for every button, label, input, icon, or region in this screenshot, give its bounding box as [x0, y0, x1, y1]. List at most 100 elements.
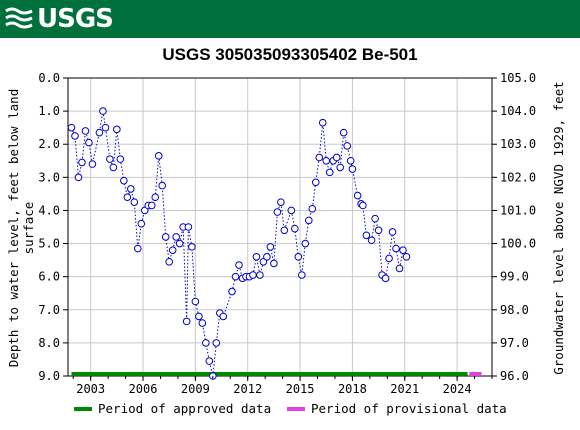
data-point — [99, 107, 107, 115]
data-point — [304, 216, 313, 225]
data-point — [95, 128, 104, 137]
left-tick-label: 1.0 — [38, 104, 60, 118]
data-point — [311, 178, 320, 187]
right-tick-label: 97.0 — [500, 336, 529, 350]
data-point — [332, 153, 341, 162]
usgs-logo[interactable]: USGS — [4, 4, 114, 34]
data-point — [133, 244, 142, 253]
x-tick-label: 2009 — [181, 382, 210, 396]
data-point — [101, 123, 110, 132]
data-point — [191, 297, 200, 306]
data-point — [88, 160, 97, 168]
data-point — [165, 257, 174, 266]
data-point — [202, 339, 210, 347]
data-point — [256, 271, 264, 279]
data-point — [298, 271, 306, 279]
x-tick-label: 2015 — [286, 382, 315, 396]
data-point — [74, 173, 83, 182]
x-axis-ticks: 2003 2006 2009 2012 2015 2018 2021 2024 — [72, 376, 493, 396]
left-tick-label: 0.0 — [38, 71, 60, 85]
left-axis-label-line2: surface — [21, 202, 36, 255]
data-point — [137, 219, 146, 228]
left-tick-label: 5.0 — [38, 237, 60, 251]
data-point — [318, 118, 327, 127]
data-point — [392, 244, 400, 253]
data-point — [359, 201, 367, 210]
data-point — [161, 233, 170, 241]
left-tick-label: 8.0 — [38, 336, 60, 350]
data-point — [339, 128, 348, 137]
series-line — [71, 111, 407, 377]
data-point — [308, 204, 317, 213]
data-point — [81, 127, 90, 135]
data-point — [402, 252, 411, 261]
x-tick-label: 2006 — [129, 382, 158, 396]
data-point — [158, 181, 167, 190]
data-point — [175, 239, 184, 248]
x-tick-label: 2012 — [233, 382, 262, 396]
data-point — [325, 168, 334, 177]
data-point — [130, 198, 139, 206]
data-point — [322, 156, 331, 165]
data-point — [395, 264, 404, 273]
legend-label-provisional: Period of provisional data — [311, 401, 507, 416]
data-point — [367, 236, 376, 245]
data-point — [287, 206, 296, 215]
data-point — [78, 158, 86, 167]
left-tick-label: 9.0 — [38, 369, 60, 383]
x-tick-label: 2024 — [443, 382, 472, 396]
data-point — [315, 153, 324, 162]
data-point — [231, 272, 240, 281]
data-point — [294, 252, 303, 261]
data-point — [154, 152, 163, 160]
data-point — [71, 132, 79, 140]
left-axis-label-line1: Depth to water level, feet below land — [6, 89, 21, 367]
right-axis-label: Groundwater level above NGVD 1929, feet — [551, 81, 566, 375]
data-series — [67, 107, 411, 380]
left-tick-label: 2.0 — [38, 137, 60, 151]
data-point — [147, 201, 156, 210]
data-point — [348, 165, 357, 173]
data-point — [252, 252, 261, 261]
data-point — [219, 312, 228, 321]
usgs-banner: USGS — [0, 0, 580, 38]
data-point — [266, 243, 275, 251]
data-point — [113, 125, 121, 134]
data-point — [151, 193, 160, 201]
data-point — [85, 138, 93, 147]
data-point — [385, 254, 393, 263]
data-point — [362, 231, 371, 240]
chart-title: USGS 305035093305402 Be-501 — [162, 45, 417, 64]
data-point — [67, 123, 76, 132]
legend: Period of approved data Period of provis… — [74, 401, 507, 416]
data-point — [249, 271, 257, 279]
data-point — [184, 223, 193, 231]
usgs-wave-icon — [4, 5, 34, 33]
data-point — [109, 163, 118, 172]
data-point — [172, 233, 180, 241]
data-point — [353, 191, 362, 200]
data-point — [381, 274, 390, 283]
legend-label-approved: Period of approved data — [98, 401, 271, 416]
plot-frame — [67, 77, 493, 377]
data-point — [127, 185, 135, 193]
data-point — [388, 228, 397, 236]
data-point — [188, 243, 196, 251]
data-point — [228, 287, 236, 296]
data-point — [346, 156, 355, 165]
data-point — [273, 208, 282, 216]
right-axis-ticks: 105.0 104.0 103.0 102.0 101.0 100.0 99.0 98.0 97… — [492, 71, 536, 383]
data-point — [168, 246, 177, 254]
data-point — [235, 261, 243, 269]
left-tick-label: 6.0 — [38, 270, 60, 284]
data-point — [280, 226, 289, 235]
data-point — [371, 214, 379, 223]
right-tick-label: 102.0 — [500, 170, 536, 184]
left-tick-label: 4.0 — [38, 203, 60, 217]
data-point — [291, 224, 299, 233]
data-point — [301, 239, 310, 248]
left-tick-label: 3.0 — [38, 170, 60, 184]
data-point — [343, 142, 351, 150]
left-tick-label: 7.0 — [38, 303, 60, 317]
